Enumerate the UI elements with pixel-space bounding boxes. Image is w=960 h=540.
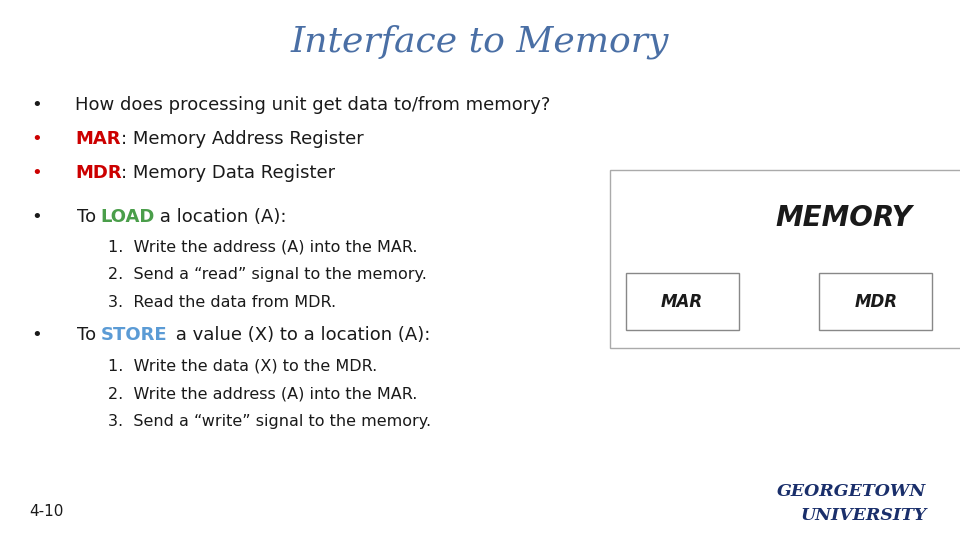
Text: MAR: MAR bbox=[75, 130, 120, 148]
Text: MEMORY: MEMORY bbox=[775, 204, 912, 232]
Text: Interface to Memory: Interface to Memory bbox=[291, 24, 669, 59]
Text: 1.  Write the data (X) to the MDR.: 1. Write the data (X) to the MDR. bbox=[108, 358, 377, 373]
Text: •: • bbox=[31, 164, 42, 182]
Text: To: To bbox=[77, 208, 102, 226]
FancyBboxPatch shape bbox=[626, 273, 738, 330]
Text: MAR: MAR bbox=[661, 293, 704, 311]
Text: : Memory Address Register: : Memory Address Register bbox=[121, 130, 364, 148]
Text: STORE: STORE bbox=[101, 326, 167, 344]
Text: •: • bbox=[31, 96, 42, 114]
Text: MDR: MDR bbox=[854, 293, 898, 311]
Text: UNIVERSITY: UNIVERSITY bbox=[800, 507, 926, 524]
Text: How does processing unit get data to/from memory?: How does processing unit get data to/fro… bbox=[75, 96, 550, 114]
Text: a value (X) to a location (A):: a value (X) to a location (A): bbox=[170, 326, 430, 344]
Text: a location (A):: a location (A): bbox=[154, 208, 286, 226]
Text: 3.  Send a “write” signal to the memory.: 3. Send a “write” signal to the memory. bbox=[108, 414, 432, 429]
Text: MDR: MDR bbox=[75, 164, 122, 182]
Text: GEORGETOWN: GEORGETOWN bbox=[778, 483, 926, 500]
Text: LOAD: LOAD bbox=[101, 208, 156, 226]
Text: To: To bbox=[77, 326, 102, 344]
Text: 3.  Read the data from MDR.: 3. Read the data from MDR. bbox=[108, 295, 337, 310]
Text: 4-10: 4-10 bbox=[29, 504, 63, 519]
FancyBboxPatch shape bbox=[819, 273, 932, 330]
FancyBboxPatch shape bbox=[610, 170, 960, 348]
Text: : Memory Data Register: : Memory Data Register bbox=[121, 164, 335, 182]
Text: 2.  Send a “read” signal to the memory.: 2. Send a “read” signal to the memory. bbox=[108, 267, 427, 282]
Text: •: • bbox=[31, 326, 42, 344]
Text: •: • bbox=[31, 130, 42, 148]
Text: 2.  Write the address (A) into the MAR.: 2. Write the address (A) into the MAR. bbox=[108, 386, 418, 401]
Text: •: • bbox=[31, 208, 42, 226]
Text: 1.  Write the address (A) into the MAR.: 1. Write the address (A) into the MAR. bbox=[108, 239, 418, 254]
